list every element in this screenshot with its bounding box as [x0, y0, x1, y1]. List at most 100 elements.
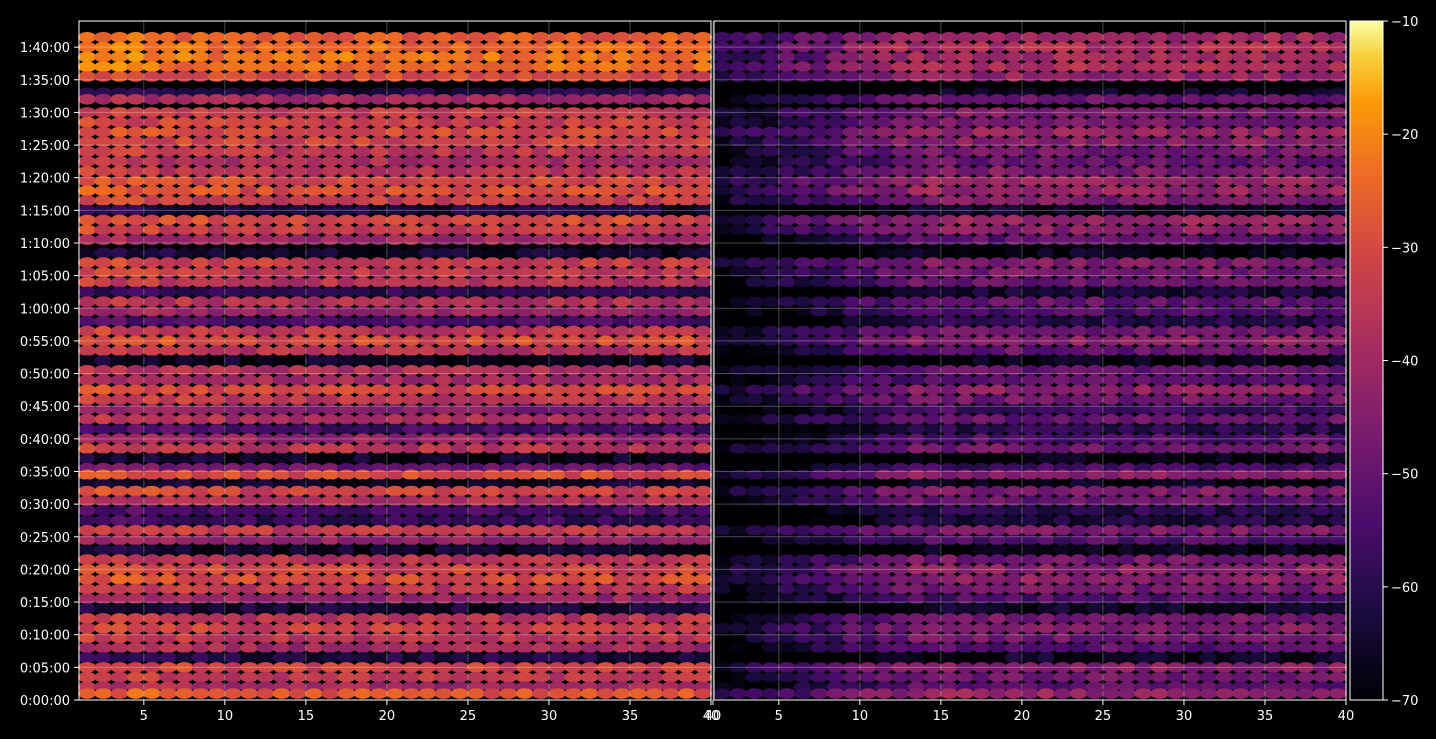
heatmap-cell	[1199, 316, 1218, 327]
heatmap-cell	[1020, 384, 1040, 396]
heatmap-cell	[256, 156, 275, 167]
heatmap-cell	[1264, 453, 1283, 464]
heatmap-cell	[580, 165, 599, 177]
heatmap-cell	[939, 306, 959, 317]
heatmap-cell	[175, 688, 194, 699]
heatmap-cell	[515, 469, 534, 481]
heatmap-cell	[402, 632, 421, 644]
heatmap-cell	[891, 286, 910, 298]
heatmap-cell	[907, 453, 926, 464]
heatmap-cell	[385, 175, 405, 187]
heatmap-cell	[78, 671, 97, 683]
heatmap-cell	[875, 51, 894, 63]
heatmap-cell	[794, 495, 813, 507]
heatmap-cell	[1150, 469, 1169, 481]
heatmap-cell	[288, 662, 307, 673]
heatmap-cell	[515, 296, 534, 308]
heatmap-cell	[939, 355, 959, 366]
heatmap-cell	[645, 423, 664, 435]
heatmap-row	[78, 495, 713, 507]
heatmap-cell	[1004, 156, 1023, 167]
heatmap-cell	[842, 534, 861, 546]
heatmap-cell	[745, 146, 764, 157]
heatmap-cell	[972, 41, 991, 53]
heatmap-cell	[240, 345, 259, 357]
heatmap-cell	[304, 404, 324, 415]
heatmap-cell	[94, 534, 113, 546]
heatmap-cell	[777, 453, 797, 464]
heatmap-cell	[1264, 495, 1283, 507]
heatmap-cell	[1328, 126, 1347, 138]
heatmap-cell	[661, 267, 680, 278]
heatmap-cell	[661, 652, 680, 663]
heatmap-cell	[612, 453, 632, 464]
heatmap-cell	[1150, 195, 1169, 206]
heatmap-cell	[1085, 374, 1104, 386]
heatmap-cell	[175, 257, 194, 268]
heatmap-cell	[1037, 195, 1056, 206]
heatmap-cell	[907, 224, 926, 236]
heatmap-cell	[385, 688, 405, 699]
heatmap-cell	[1037, 355, 1056, 366]
heatmap-cell	[1085, 469, 1104, 481]
heatmap-cell	[385, 355, 405, 366]
heatmap-cell	[110, 564, 129, 575]
heatmap-cell	[810, 306, 829, 317]
heatmap-cell	[548, 394, 567, 406]
heatmap-cell	[1215, 165, 1234, 177]
heatmap-cell	[826, 214, 845, 226]
heatmap-cell	[466, 156, 486, 167]
heatmap-cell	[972, 564, 991, 575]
heatmap-cell	[288, 534, 307, 546]
heatmap-cell	[466, 525, 486, 536]
heatmap-cell	[645, 126, 664, 138]
heatmap-cell	[402, 286, 421, 298]
heatmap-cell	[483, 384, 502, 396]
heatmap-cell	[810, 146, 829, 157]
heatmap-cell	[548, 414, 567, 425]
heatmap-cell	[1166, 345, 1185, 357]
heatmap-cell	[353, 564, 372, 575]
heatmap-cell	[175, 662, 194, 673]
heatmap-cell	[337, 394, 356, 406]
heatmap-cell	[713, 384, 732, 396]
heatmap-cell	[1296, 495, 1315, 507]
heatmap-cell	[531, 195, 550, 206]
heatmap-cell	[78, 205, 97, 216]
heatmap-row	[713, 175, 1347, 187]
heatmap-cell	[191, 534, 210, 546]
heatmap-cell	[1020, 175, 1040, 187]
heatmap-cell	[794, 534, 813, 546]
heatmap-cell	[891, 583, 910, 595]
heatmap-cell	[304, 214, 324, 226]
heatmap-cell	[580, 525, 599, 536]
heatmap-cell	[434, 613, 453, 624]
heatmap-cell	[1264, 485, 1283, 497]
heatmap-cell	[1118, 505, 1137, 516]
heatmap-cell	[1085, 306, 1104, 317]
heatmap-cell	[1020, 51, 1040, 63]
heatmap-cell	[94, 515, 113, 526]
heatmap-cell	[972, 185, 991, 197]
heatmap-cell	[369, 267, 388, 278]
heatmap-cell	[810, 485, 829, 497]
heatmap-cell	[1328, 247, 1347, 259]
heatmap-cell	[337, 296, 356, 308]
heatmap-cell	[858, 325, 878, 337]
heatmap-cell	[434, 286, 453, 298]
heatmap-cell	[1004, 573, 1023, 585]
heatmap-cell	[1134, 116, 1153, 128]
heatmap-cell	[256, 662, 275, 673]
heatmap-cell	[972, 505, 991, 516]
heatmap-cell	[1264, 355, 1283, 366]
heatmap-cell	[385, 404, 405, 415]
heatmap-cell	[288, 573, 307, 585]
heatmap-cell	[677, 652, 696, 663]
heatmap-cell	[1231, 355, 1250, 366]
heatmap-cell	[842, 276, 861, 288]
heatmap-cell	[1118, 126, 1137, 138]
heatmap-cell	[612, 554, 632, 565]
heatmap-cell	[175, 525, 194, 536]
heatmap-cell	[78, 453, 97, 464]
heatmap-cell	[645, 195, 664, 206]
